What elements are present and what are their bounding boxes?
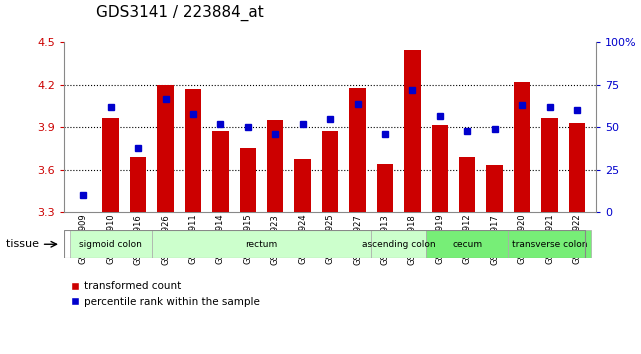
Text: sigmoid colon: sigmoid colon: [79, 240, 142, 249]
Bar: [349, 88, 366, 212]
Bar: [103, 118, 119, 212]
Bar: [431, 125, 448, 212]
Bar: [152, 230, 371, 258]
Bar: [267, 120, 283, 212]
Bar: [541, 118, 558, 212]
Bar: [322, 131, 338, 212]
Bar: [459, 157, 476, 212]
Text: cecum: cecum: [452, 240, 482, 249]
Bar: [404, 50, 420, 212]
Bar: [371, 230, 426, 258]
Bar: [377, 164, 393, 212]
Text: ascending colon: ascending colon: [362, 240, 435, 249]
Text: rectum: rectum: [246, 240, 278, 249]
Bar: [70, 230, 152, 258]
Bar: [569, 123, 585, 212]
Bar: [240, 148, 256, 212]
Text: tissue: tissue: [6, 239, 43, 249]
Text: transverse colon: transverse colon: [512, 240, 587, 249]
Legend: transformed count, percentile rank within the sample: transformed count, percentile rank withi…: [69, 281, 260, 307]
Bar: [130, 157, 146, 212]
Bar: [508, 230, 590, 258]
Bar: [487, 165, 503, 212]
Bar: [185, 89, 201, 212]
Bar: [157, 85, 174, 212]
Text: GDS3141 / 223884_at: GDS3141 / 223884_at: [96, 5, 264, 21]
Bar: [514, 82, 530, 212]
Bar: [426, 230, 508, 258]
Bar: [294, 159, 311, 212]
Bar: [212, 131, 229, 212]
